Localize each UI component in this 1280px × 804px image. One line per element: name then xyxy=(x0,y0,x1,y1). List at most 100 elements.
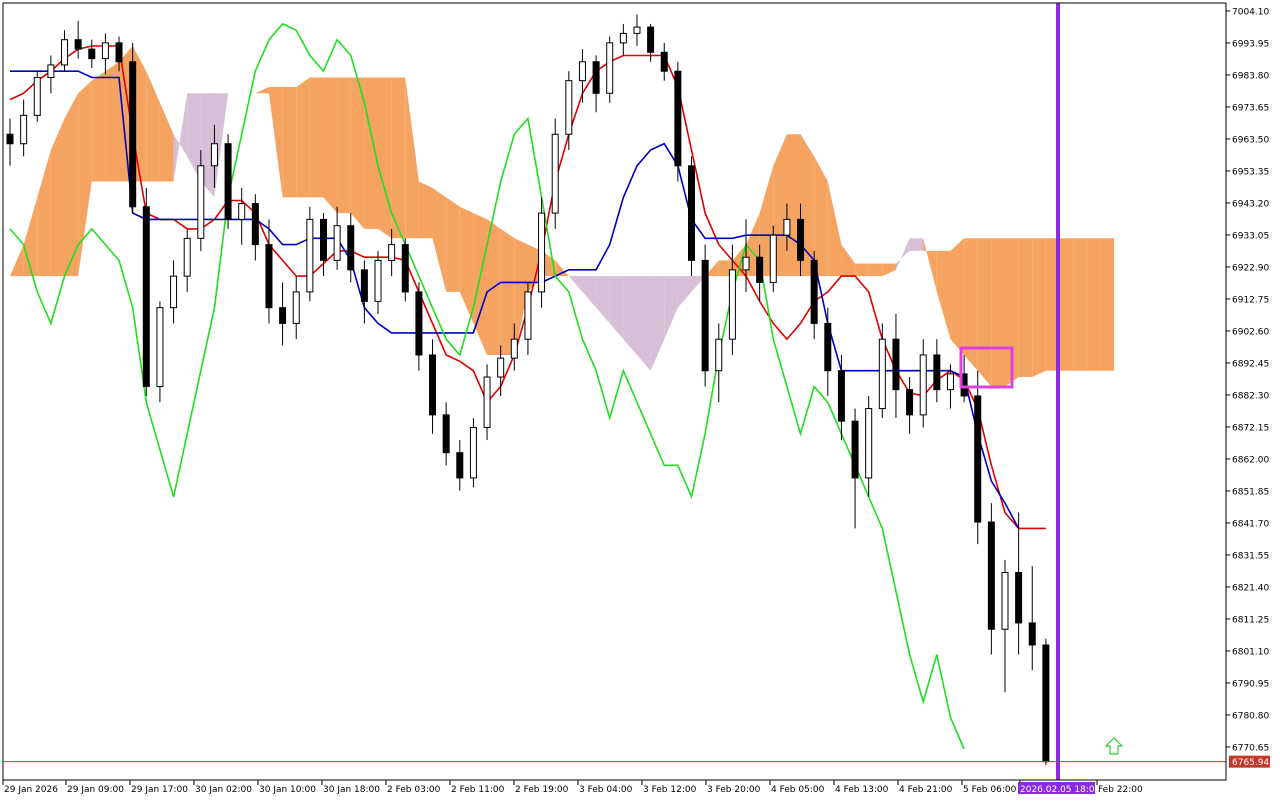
candle xyxy=(456,440,464,491)
candle xyxy=(592,55,600,113)
kumo-segment xyxy=(37,150,51,277)
candle xyxy=(578,49,586,103)
candle-body xyxy=(456,452,464,479)
candle-body xyxy=(115,42,123,63)
kumo-segment xyxy=(500,228,515,355)
y-tick-label: 6993.95 xyxy=(1232,40,1269,50)
candle xyxy=(129,42,137,214)
x-tick-label: 30 Jan 18:00 xyxy=(323,785,380,795)
candle xyxy=(728,244,736,355)
kumo-segment xyxy=(841,244,856,277)
candle xyxy=(715,323,723,403)
candle xyxy=(20,99,28,157)
y-tick-label: 6973.65 xyxy=(1232,104,1269,114)
candle-body xyxy=(170,275,178,309)
kumo-segment xyxy=(159,102,174,182)
candle xyxy=(919,339,927,428)
candle xyxy=(101,33,109,75)
kumo-segment xyxy=(923,238,937,292)
y-tick-label: 6790.95 xyxy=(1232,680,1269,690)
kumo-segment xyxy=(623,276,637,355)
kumo-segment xyxy=(977,238,992,387)
candle xyxy=(210,124,218,188)
candle-body xyxy=(306,218,314,293)
x-tick-label: 4 Feb 21:00 xyxy=(899,785,953,795)
kumo-segment xyxy=(187,93,201,182)
candle-body xyxy=(197,165,205,239)
plot-border xyxy=(2,2,1227,781)
kumo-segment xyxy=(936,250,951,340)
candle-body xyxy=(878,338,886,410)
kumo-segment xyxy=(664,276,678,340)
x-tick-label: 3 Feb 20:00 xyxy=(707,785,761,795)
kumo-segment xyxy=(350,77,365,229)
candle xyxy=(565,71,573,151)
candle-body xyxy=(279,307,287,324)
y-tick-label: 6933.05 xyxy=(1232,232,1269,242)
kumo-segment xyxy=(677,276,692,308)
candle xyxy=(974,370,982,545)
candle xyxy=(906,377,914,434)
candle-body xyxy=(946,373,954,391)
x-tick-label: 4 Feb 13:00 xyxy=(835,785,889,795)
candle-body xyxy=(578,61,586,82)
kumo-segment xyxy=(146,71,160,182)
y-tick-label: 6983.80 xyxy=(1232,72,1269,82)
y-tick-label: 6953.35 xyxy=(1232,168,1269,178)
candle-body xyxy=(824,322,832,372)
candle-body xyxy=(728,269,736,340)
candle xyxy=(946,364,954,409)
candle-body xyxy=(633,26,641,34)
candle-body xyxy=(101,42,109,60)
candle xyxy=(510,323,518,371)
candle xyxy=(360,260,368,324)
candle xyxy=(647,23,655,62)
kumo-segment xyxy=(827,181,842,277)
kumo-segment xyxy=(1018,238,1033,378)
candle xyxy=(837,354,845,441)
candle xyxy=(674,61,682,182)
candle-body xyxy=(756,256,764,283)
candle-body xyxy=(1028,622,1036,646)
candle-body xyxy=(238,203,246,220)
candle xyxy=(524,282,532,355)
y-tick-label: 6912.75 xyxy=(1232,296,1269,306)
y-tick-label: 6780.80 xyxy=(1232,712,1269,722)
vline-label-bg xyxy=(1018,782,1095,794)
candle xyxy=(238,187,246,245)
candle-body xyxy=(251,203,259,246)
candle xyxy=(183,228,191,292)
candle-body xyxy=(183,237,191,277)
kumo-segment xyxy=(582,276,597,308)
kumo-segment xyxy=(309,77,324,198)
candle xyxy=(660,42,668,81)
kumo-segment xyxy=(705,260,719,277)
x-tick-label: 3 Feb 12:00 xyxy=(643,785,697,795)
x-axis: 29 Jan 2026 29 Jan 09:00 29 Jan 17:00 30 Ja… xyxy=(2,780,1143,795)
candle-body xyxy=(483,376,491,428)
y-tick-label: 6770.65 xyxy=(1232,744,1269,754)
kumo-segment xyxy=(173,93,188,182)
candle-body xyxy=(810,259,818,324)
candle-body xyxy=(892,338,900,391)
candle-body xyxy=(660,51,668,72)
candle-body xyxy=(510,338,518,359)
y-tick-label: 6831.55 xyxy=(1232,552,1269,562)
candle-body xyxy=(333,225,341,261)
kumo-segment xyxy=(882,263,896,277)
y-tick-label: 6851.85 xyxy=(1232,488,1269,498)
up-arrow-icon xyxy=(1104,737,1124,755)
candle-body xyxy=(742,256,750,271)
y-tick-label: 7004.10 xyxy=(1232,8,1269,18)
kumo-segment xyxy=(650,276,665,371)
candle xyxy=(1015,512,1023,655)
candle xyxy=(756,244,764,302)
candle xyxy=(933,339,941,403)
candle xyxy=(551,118,559,229)
candle xyxy=(865,395,873,497)
current-price-label: 6765.94 xyxy=(1232,758,1269,768)
candle-body xyxy=(292,291,300,324)
kumo-segment xyxy=(268,86,283,198)
y-tick-label: 6892.45 xyxy=(1232,360,1269,370)
kumo-segment xyxy=(296,77,310,198)
